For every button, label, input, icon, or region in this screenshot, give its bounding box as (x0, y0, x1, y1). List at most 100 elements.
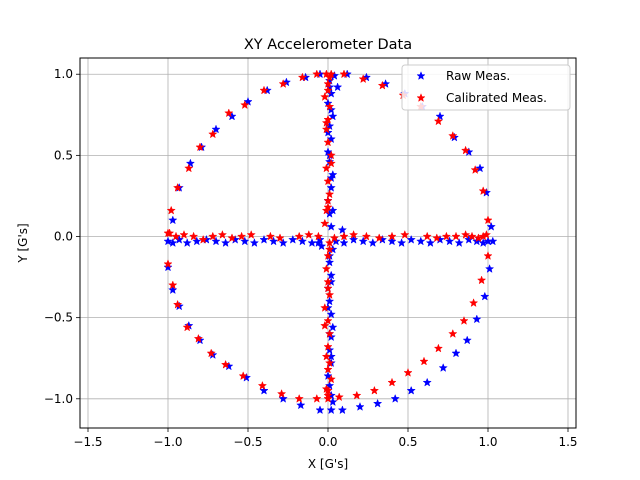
data-point (193, 333, 204, 343)
data-point (324, 189, 335, 199)
data-point (257, 380, 268, 390)
data-point (419, 356, 429, 366)
legend-marker (416, 71, 426, 80)
y-axis-title: Y [G's] (16, 223, 30, 263)
data-point (488, 236, 498, 246)
data-point (236, 231, 247, 241)
data-point (355, 401, 365, 411)
data-point (406, 234, 416, 244)
data-point (171, 231, 181, 241)
data-point (323, 364, 333, 374)
data-point (323, 283, 333, 293)
data-point (454, 238, 464, 247)
data-point (478, 186, 488, 196)
data-point (324, 328, 335, 338)
series-1 (163, 69, 493, 403)
data-point (422, 377, 432, 387)
data-point (387, 236, 397, 246)
data-point (265, 231, 276, 241)
data-point (320, 320, 330, 330)
x-axis-title: X [G's] (308, 457, 348, 471)
x-tick-label: 1.5 (558, 435, 577, 449)
data-point (369, 385, 380, 395)
data-point (377, 80, 388, 90)
data-point (321, 124, 332, 134)
data-point (168, 280, 178, 290)
data-point (438, 363, 448, 372)
data-point (374, 233, 384, 243)
data-point (324, 296, 335, 306)
data-point (416, 236, 426, 246)
y-axis-ticks: −1.0 −0.5 0.0 0.5 1.0 (44, 67, 80, 406)
data-point (304, 229, 314, 239)
data-point (278, 79, 288, 88)
data-point (240, 236, 250, 246)
data-point (433, 116, 444, 126)
legend-label: Raw Meas. (446, 69, 510, 83)
data-point (483, 251, 493, 260)
data-point (387, 231, 397, 241)
data-point (459, 315, 469, 325)
x-tick-label: 0.0 (318, 435, 337, 449)
data-point (188, 231, 199, 241)
data-point (326, 374, 336, 384)
data-point (400, 229, 410, 239)
data-point (361, 231, 372, 241)
data-point (326, 182, 336, 192)
data-point (195, 142, 205, 152)
y-tick-label: 0.5 (54, 148, 73, 162)
y-tick-label: −1.0 (44, 392, 73, 406)
data-point (433, 343, 444, 353)
data-point (224, 108, 234, 118)
data-point (288, 234, 298, 244)
data-point (329, 233, 340, 243)
data-point (348, 234, 359, 244)
data-point (337, 405, 348, 415)
data-point (168, 285, 178, 295)
y-tick-label: 0.0 (54, 230, 73, 244)
data-point (451, 348, 461, 358)
data-point (323, 385, 333, 395)
data-point (321, 264, 332, 273)
data-point (390, 393, 400, 403)
data-point (481, 229, 492, 239)
data-point (326, 221, 336, 231)
data-point (324, 72, 335, 82)
data-point (460, 229, 471, 239)
data-point (249, 238, 260, 247)
x-tick-label: −1.0 (153, 435, 182, 449)
data-point (323, 315, 333, 325)
data-point (182, 238, 192, 247)
data-point (326, 150, 336, 160)
data-point (172, 299, 183, 309)
data-point (323, 390, 333, 400)
y-tick-label: −0.5 (44, 311, 73, 325)
data-point (297, 236, 308, 246)
data-point (278, 393, 288, 403)
data-point (206, 348, 216, 358)
data-point (321, 205, 332, 215)
data-point (198, 234, 208, 244)
data-point (163, 262, 173, 272)
data-point (460, 145, 471, 155)
data-point (268, 236, 279, 246)
data-point (470, 165, 480, 174)
data-point (275, 233, 285, 243)
data-point (334, 392, 344, 402)
data-point (211, 124, 221, 134)
data-point (320, 218, 330, 228)
data-point (321, 351, 332, 361)
data-point (320, 302, 330, 312)
data-point (220, 359, 231, 369)
data-point (468, 298, 479, 308)
data-point (422, 231, 432, 241)
data-point (316, 241, 327, 251)
data-point (166, 205, 176, 215)
data-point (217, 229, 228, 239)
data-point (326, 158, 336, 168)
data-point (339, 69, 349, 79)
data-point (348, 229, 359, 239)
data-point (323, 393, 333, 403)
data-point (323, 341, 333, 351)
data-point (323, 85, 333, 95)
